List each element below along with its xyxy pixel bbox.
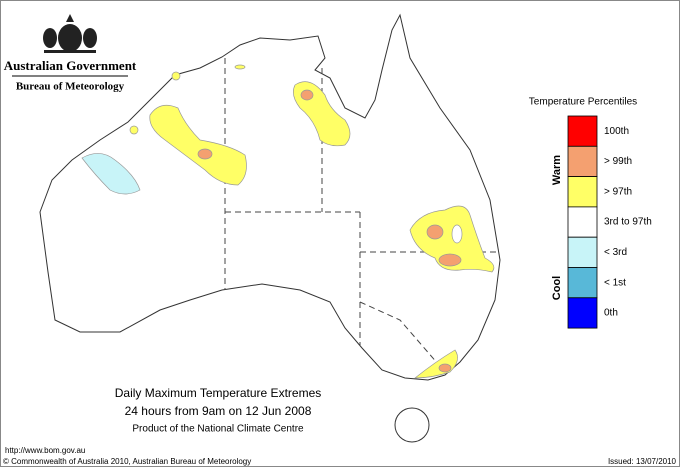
map-subtitle: 24 hours from 9am on 12 Jun 2008 (125, 404, 312, 418)
legend-label: > 97th (604, 186, 632, 197)
legend-label: 100th (604, 126, 629, 137)
legend-label: < 3rd (604, 247, 627, 258)
legend-label: 3rd to 97th (604, 217, 652, 228)
tasmania (394, 407, 430, 443)
legend-label: > 99th (604, 156, 632, 167)
anomalies (81, 64, 495, 379)
legend-swatch (567, 206, 598, 238)
legend-swatch (567, 297, 598, 329)
issued: Issued: 13/07/2010 (608, 457, 677, 466)
mainland (39, 13, 501, 381)
legend-label: 0th (604, 308, 618, 319)
map-title: Daily Maximum Temperature Extremes (115, 386, 322, 400)
product-note: Product of the National Climate Centre (132, 424, 304, 435)
bureau-title: Bureau of Meteorology (16, 81, 125, 93)
copyright: © Commonwealth of Australia 2010, Austra… (3, 457, 251, 466)
legend-swatch (567, 115, 598, 147)
legend-warm: Warm (551, 155, 563, 185)
legend-cool: Cool (551, 276, 563, 300)
crest (43, 14, 97, 53)
legend-label: < 1st (604, 277, 626, 288)
legend-swatch (567, 236, 598, 268)
legend-swatch (567, 145, 598, 178)
url: http://www.bom.gov.au (5, 446, 85, 455)
legend-title: Temperature Percentiles (529, 97, 637, 108)
legend: 100th > 99th > 97th 3rd to 97th < 3rd < 1st 0t… (567, 115, 652, 329)
gov-title: Australian Government (4, 58, 137, 73)
legend-swatch (567, 176, 598, 208)
legend-swatch (567, 267, 598, 299)
